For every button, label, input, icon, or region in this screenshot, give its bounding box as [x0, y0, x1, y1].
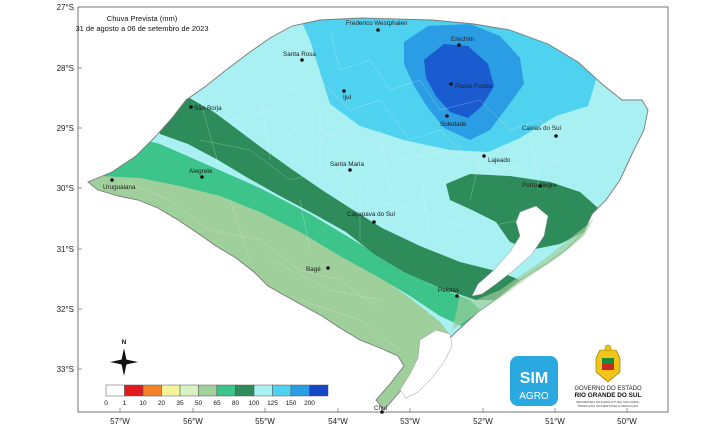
north-arrow: N — [110, 339, 138, 376]
svg-text:Santa Maria: Santa Maria — [330, 161, 364, 168]
city-uruguaiana: Uruguaiana — [103, 178, 136, 191]
lat-label-30: 30°S — [57, 184, 74, 193]
zone-65-80 — [88, 130, 490, 330]
city-passo-fundo: Passo Fundo — [449, 82, 493, 90]
lat-label-32: 32°S — [57, 305, 74, 314]
svg-text:Lajeado: Lajeado — [488, 157, 511, 164]
svg-text:Santa Rosa: Santa Rosa — [283, 51, 316, 58]
north-label: N — [122, 339, 127, 346]
legend-swatch-80 — [235, 384, 255, 397]
city-ijui: Ijuí — [342, 89, 352, 101]
lon-label-54: 54°W — [328, 417, 348, 426]
lat-label-31: 31°S — [57, 245, 74, 254]
legend-label-200: 200 — [304, 400, 315, 407]
city-markers: Frederico Westphalen Erechim Santa Rosa … — [103, 20, 561, 414]
coastal-strip — [452, 218, 594, 330]
government-small2: PRODUÇÃO SUSTENTÁVEL E IRRIGAÇÃO — [578, 403, 639, 408]
lagoa-dos-patos — [471, 205, 549, 297]
legend-swatch-50 — [198, 384, 218, 397]
rainfall-legend: 0 1 10 20 35 50 65 80 100 125 150 200 — [104, 384, 329, 407]
lon-label-50: 50°W — [617, 417, 637, 426]
city-chui: Chuí — [374, 405, 388, 414]
lon-label-52: 52°W — [473, 417, 493, 426]
legend-label-1: 1 — [123, 400, 127, 407]
svg-text:Pelotas: Pelotas — [438, 287, 459, 294]
svg-text:Alegrete: Alegrete — [189, 168, 213, 175]
lon-label-55: 55°W — [255, 417, 275, 426]
government-line1: GOVERNO DO ESTADO — [574, 386, 642, 392]
legend-swatch-0 — [105, 384, 125, 397]
lon-label-53: 53°W — [400, 417, 420, 426]
sim-agro-logo: SIM AGRO — [510, 356, 558, 406]
lat-label-33: 33°S — [57, 365, 74, 374]
legend-label-100: 100 — [249, 400, 260, 407]
municipal-boundaries — [119, 29, 571, 351]
lon-label-51: 51°W — [545, 417, 565, 426]
government-line2: RIO GRANDE DO SUL — [575, 392, 642, 399]
lat-label-28: 28°S — [57, 64, 74, 73]
svg-text:Bagé: Bagé — [306, 266, 321, 273]
svg-text:Porto Alegre: Porto Alegre — [522, 182, 557, 189]
svg-text:Caxias do Sul: Caxias do Sul — [522, 125, 561, 132]
legend-swatch-150 — [290, 384, 310, 397]
government-coat-of-arms — [595, 344, 621, 383]
svg-text:São Borja: São Borja — [194, 105, 222, 112]
city-lajeado: Lajeado — [482, 154, 511, 164]
city-bage: Bagé — [306, 266, 330, 273]
legend-label-65: 65 — [213, 400, 221, 407]
city-alegrete: Alegrete — [189, 168, 213, 179]
lon-label-56: 56°W — [183, 417, 203, 426]
lagoa-mirim — [399, 329, 453, 399]
lat-label-27: 27°S — [57, 3, 74, 12]
legend-label-20: 20 — [158, 400, 166, 407]
svg-text:SIM: SIM — [520, 370, 548, 387]
legend-label-80: 80 — [232, 400, 240, 407]
legend-swatch-10 — [142, 384, 162, 397]
svg-text:Frederico Westphalen: Frederico Westphalen — [346, 20, 408, 27]
government-small1: SECRETARIA DA AGRICULTURA, PECUÁRIA, — [576, 400, 640, 404]
legend-label-150: 150 — [286, 400, 297, 407]
city-soledade: Soledade — [440, 114, 467, 128]
legend-swatch-125 — [272, 384, 292, 397]
svg-text:Uruguaiana: Uruguaiana — [103, 184, 136, 191]
lat-label-29: 29°S — [57, 124, 74, 133]
city-caxias: Caxias do Sul — [522, 125, 561, 138]
lon-label-57: 57°W — [110, 417, 130, 426]
city-pelotas: Pelotas — [438, 287, 459, 298]
longitude-labels: 57°W 56°W 55°W 54°W 53°W 52°W 51°W 50°W — [110, 417, 637, 426]
legend-label-50: 50 — [195, 400, 203, 407]
map-title: Chuva Prevista (mm) — [107, 14, 178, 23]
legend-swatch-35 — [179, 384, 199, 397]
map-subtitle: 31 de agosto a 06 de setembro de 2023 — [75, 24, 208, 33]
svg-text:Chuí: Chuí — [374, 405, 388, 412]
zone-80-100-west — [150, 80, 520, 300]
svg-text:Passo Fundo: Passo Fundo — [455, 83, 493, 90]
legend-swatch-200 — [309, 384, 329, 397]
legend-swatch-65 — [216, 384, 236, 397]
zone-200-plus — [424, 44, 494, 118]
city-erechim: Erechim — [451, 36, 474, 47]
city-santa-rosa: Santa Rosa — [283, 51, 316, 62]
city-sao-borja: São Borja — [189, 105, 222, 112]
legend-swatch-1 — [124, 384, 144, 397]
svg-text:Ijuí: Ijuí — [343, 94, 352, 101]
city-santa-maria: Santa Maria — [330, 161, 364, 172]
svg-text:Soledade: Soledade — [440, 121, 467, 128]
legend-label-35: 35 — [176, 400, 184, 407]
legend-label-0: 0 — [104, 400, 108, 407]
city-cacapava: Caçapava do Sul — [347, 211, 395, 224]
city-frederico: Frederico Westphalen — [346, 20, 408, 32]
svg-text:AGRO: AGRO — [519, 391, 549, 402]
legend-swatch-20 — [161, 384, 181, 397]
city-porto-alegre: Porto Alegre — [522, 182, 557, 189]
legend-label-10: 10 — [139, 400, 147, 407]
latitude-labels: 27°S 28°S 29°S 30°S 31°S 32°S 33°S — [57, 3, 74, 374]
legend-label-125: 125 — [267, 400, 278, 407]
legend-swatch-100 — [253, 384, 273, 397]
svg-text:Erechim: Erechim — [451, 36, 474, 43]
svg-text:Caçapava do Sul: Caçapava do Sul — [347, 211, 395, 218]
